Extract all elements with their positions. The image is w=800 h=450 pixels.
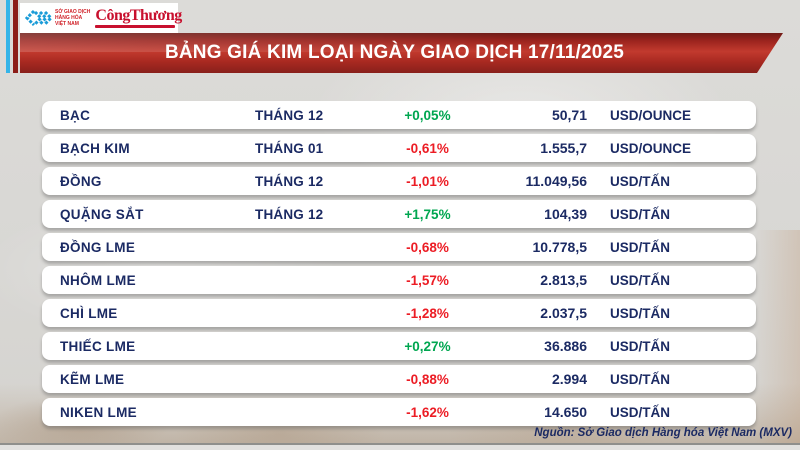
congthuong-logo-text: CôngThương (95, 7, 182, 24)
congthuong-logo-subbar (95, 25, 175, 28)
change-percent: -0,88% (406, 371, 449, 387)
price-value: 2.037,5 (540, 305, 587, 321)
price-unit: USD/OUNCE (610, 107, 692, 123)
title-banner: BẢNG GIÁ KIM LOẠI NGÀY GIAO DỊCH 17/11/2… (20, 33, 783, 73)
change-percent: -1,28% (406, 305, 449, 321)
background-right-tint (755, 230, 800, 445)
price-value: 1.555,7 (540, 140, 587, 156)
table-row: THIẾC LME +0,27% 36.886 USD/TẤN (42, 332, 756, 360)
congthuong-logo: CôngThương (95, 7, 182, 28)
price-unit: USD/TẤN (610, 239, 670, 255)
mxv-name-line3: VIỆT NAM (55, 21, 79, 27)
price-unit: USD/TẤN (610, 338, 670, 354)
mxv-name-line2: HÀNG HÓA (55, 15, 83, 21)
metal-name: NHÔM LME (60, 272, 136, 288)
price-value: 104,39 (544, 206, 587, 222)
price-value: 10.778,5 (532, 239, 588, 255)
price-value: 50,71 (551, 107, 587, 123)
change-percent: +1,75% (404, 206, 451, 222)
contract-month: THÁNG 12 (255, 107, 324, 123)
metal-name: BẠC (60, 107, 91, 123)
price-value: 36.886 (544, 338, 587, 354)
mxv-logo-icon (24, 9, 52, 27)
price-value: 14.650 (544, 404, 587, 420)
price-table: BẠC THÁNG 12 +0,05% 50,71 USD/OUNCE BẠCH… (42, 101, 756, 431)
change-percent: -1,57% (406, 272, 449, 288)
change-percent: -0,68% (406, 239, 449, 255)
price-unit: USD/TẤN (610, 173, 670, 189)
contract-month: THÁNG 12 (255, 206, 324, 222)
change-percent: -0,61% (406, 140, 449, 156)
accent-stripe-maroon (13, 0, 18, 73)
change-percent: -1,01% (406, 173, 449, 189)
metal-name: NIKEN LME (60, 404, 137, 420)
price-unit: USD/TẤN (610, 206, 670, 222)
price-unit: USD/TẤN (610, 371, 670, 387)
mxv-logo-name: SỞ GIAO DỊCH HÀNG HÓA VIỆT NAM (55, 9, 90, 27)
metal-name: ĐỒNG (60, 173, 102, 189)
accent-stripe-cyan (6, 0, 10, 73)
bottom-frame (0, 443, 800, 450)
change-percent: +0,05% (404, 107, 451, 123)
change-percent: +0,27% (404, 338, 451, 354)
price-unit: USD/TẤN (610, 305, 670, 321)
price-value: 2.813,5 (540, 272, 587, 288)
price-unit: USD/TẤN (610, 272, 670, 288)
metal-name: QUẶNG SẮT (60, 206, 144, 222)
table-row: NHÔM LME -1,57% 2.813,5 USD/TẤN (42, 266, 756, 294)
table-row: BẠCH KIM THÁNG 01 -0,61% 1.555,7 USD/OUN… (42, 134, 756, 162)
table-row: BẠC THÁNG 12 +0,05% 50,71 USD/OUNCE (42, 101, 756, 129)
source-note: Nguồn: Sở Giao dịch Hàng hóa Việt Nam (M… (534, 427, 792, 439)
metal-name: BẠCH KIM (60, 140, 130, 156)
page-title: BẢNG GIÁ KIM LOẠI NGÀY GIAO DỊCH 17/11/2… (164, 42, 625, 63)
change-percent: -1,62% (406, 404, 449, 420)
table-row: ĐỒNG THÁNG 12 -1,01% 11.049,56 USD/TẤN (42, 167, 756, 195)
contract-month: THÁNG 01 (255, 140, 324, 156)
metal-name: ĐỒNG LME (60, 239, 136, 255)
metal-name: CHÌ LME (60, 305, 118, 321)
table-row: CHÌ LME -1,28% 2.037,5 USD/TẤN (42, 299, 756, 327)
price-value: 2.994 (551, 371, 587, 387)
table-row: QUẶNG SẮT THÁNG 12 +1,75% 104,39 USD/TẤN (42, 200, 756, 228)
table-row: KẼM LME -0,88% 2.994 USD/TẤN (42, 365, 756, 393)
logo-box: SỞ GIAO DỊCH HÀNG HÓA VIỆT NAM CôngThươn… (20, 3, 182, 33)
metal-name: KẼM LME (60, 371, 125, 387)
table-row: NIKEN LME -1,62% 14.650 USD/TẤN (42, 398, 756, 426)
price-unit: USD/TẤN (610, 404, 670, 420)
price-value: 11.049,56 (525, 173, 587, 189)
contract-month: THÁNG 12 (255, 173, 324, 189)
metal-name: THIẾC LME (60, 338, 136, 354)
price-unit: USD/OUNCE (610, 140, 692, 156)
mxv-name-line1: SỞ GIAO DỊCH (55, 9, 91, 15)
table-row: ĐỒNG LME -0,68% 10.778,5 USD/TẤN (42, 233, 756, 261)
